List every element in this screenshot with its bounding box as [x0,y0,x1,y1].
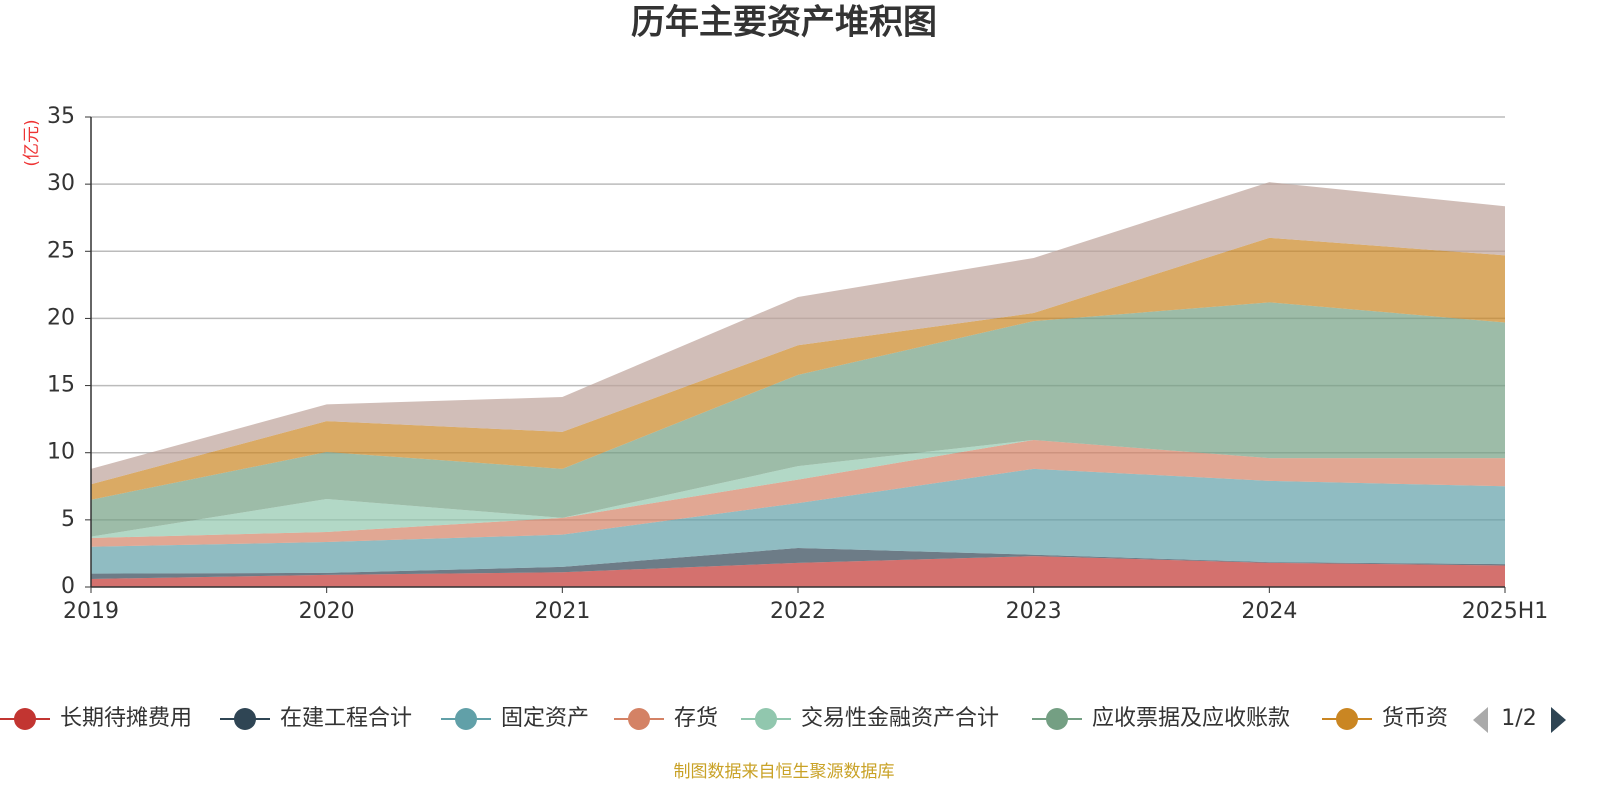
x-tick-label: 2019 [63,599,119,624]
y-tick-label: 5 [61,507,75,532]
area [91,302,1505,537]
area [91,439,1505,538]
area [91,237,1505,500]
legend-label: 应收票据及应收账款 [1092,706,1290,731]
x-tick-label: 2025H1 [1462,599,1549,624]
legend-item[interactable]: 货币资 [1322,706,1448,731]
legend-item[interactable]: 固定资产 [441,706,589,731]
chart-title: 历年主要资产堆积图 [631,3,937,43]
area [91,468,1505,574]
legend-item[interactable]: 应收票据及应收账款 [1032,706,1290,731]
area [91,439,1505,547]
legend-label: 固定资产 [501,706,589,731]
legend-label: 长期待摊费用 [60,706,192,731]
y-tick-label: 0 [61,574,75,599]
legend-marker [455,708,477,730]
area [91,556,1505,587]
legend-label: 货币资 [1382,706,1448,731]
area [91,548,1505,579]
y-tick-label: 30 [47,171,75,196]
x-tick-label: 2023 [1006,599,1062,624]
legend-item[interactable]: 交易性金融资产合计 [741,706,999,731]
legend-page: 1/2 [1501,706,1536,731]
x-tick-label: 2022 [770,599,826,624]
legend-marker [628,708,650,730]
legend-item[interactable]: 存货 [614,706,718,731]
legend-next[interactable] [1551,707,1566,733]
legend-marker [14,708,36,730]
legend-prev[interactable] [1473,707,1488,733]
source-note: 制图数据来自恒生聚源数据库 [674,762,895,782]
legend-item[interactable]: 长期待摊费用 [0,706,192,731]
x-tick-label: 2021 [534,599,590,624]
legend-marker [755,708,777,730]
y-tick-label: 25 [47,238,75,263]
legend-marker [234,708,256,730]
legend-item[interactable]: 在建工程合计 [220,706,412,731]
legend-label: 交易性金融资产合计 [801,706,999,731]
x-tick-label: 2024 [1241,599,1297,624]
y-tick-label: 15 [47,373,75,398]
y-tick-label: 35 [47,104,75,129]
area [91,182,1505,485]
y-axis-label: (亿元) [22,119,42,166]
legend-marker [1046,708,1068,730]
legend-label: 在建工程合计 [280,706,412,731]
legend-marker [1336,708,1358,730]
legend-label: 存货 [674,706,718,731]
x-tick-label: 2020 [299,599,355,624]
y-tick-label: 10 [47,440,75,465]
y-tick-label: 20 [47,305,75,330]
